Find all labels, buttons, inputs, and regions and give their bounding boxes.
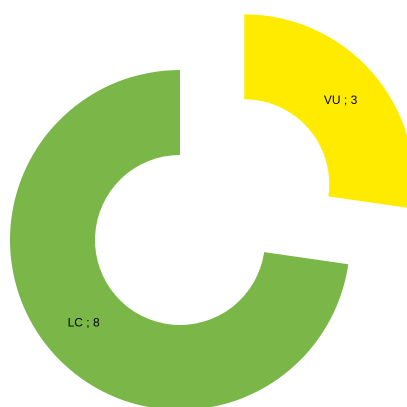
data-label: VU ; 3	[324, 93, 358, 107]
donut-slice	[244, 14, 407, 208]
data-label: LC ; 8	[68, 316, 100, 330]
donut-slice	[10, 70, 349, 407]
